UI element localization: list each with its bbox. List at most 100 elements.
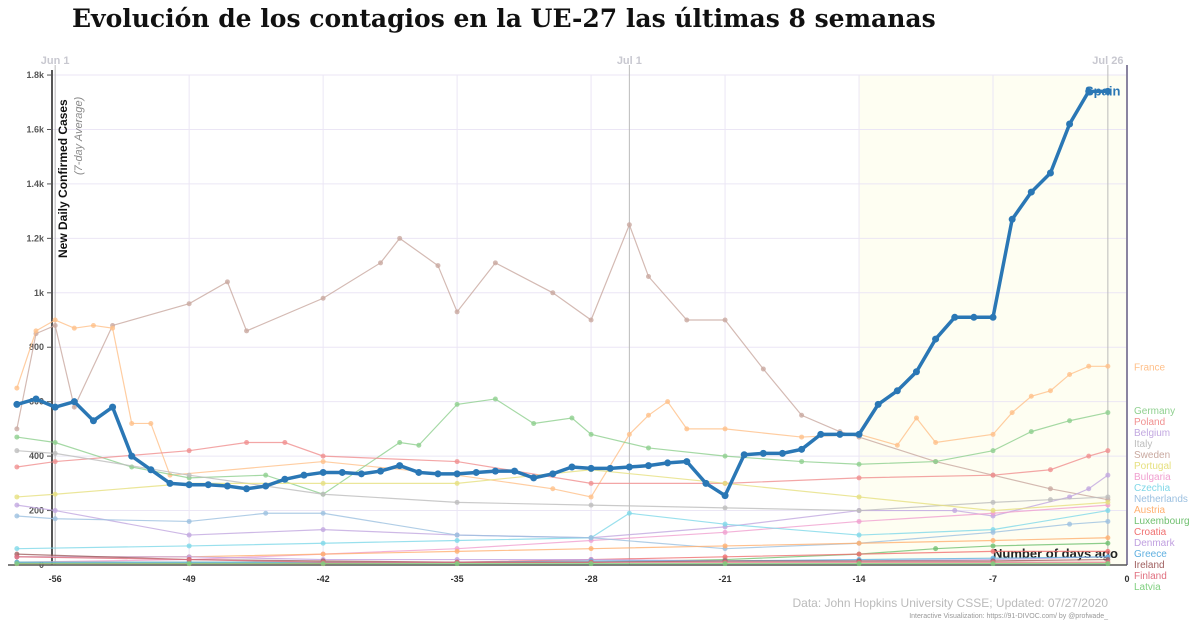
data-point-germany bbox=[1067, 418, 1073, 424]
data-point-france bbox=[799, 434, 805, 440]
data-point-france bbox=[33, 328, 39, 334]
series-label-poland: Poland bbox=[1134, 417, 1165, 428]
data-point-latvia bbox=[14, 561, 20, 567]
data-point-germany bbox=[646, 445, 651, 451]
x-tick-label: -21 bbox=[719, 574, 732, 584]
data-point-poland bbox=[1086, 453, 1092, 459]
data-point-spain bbox=[530, 474, 538, 482]
series-label-ireland: Ireland bbox=[1134, 560, 1165, 571]
data-point-spain bbox=[893, 387, 901, 395]
series-line-france bbox=[16, 319, 1108, 498]
series-line-netherlands bbox=[16, 512, 1108, 550]
data-point-spain bbox=[836, 430, 844, 438]
data-point-sweden bbox=[397, 235, 403, 241]
data-point-poland bbox=[588, 480, 594, 486]
data-point-spain bbox=[166, 479, 174, 487]
data-point-sweden bbox=[435, 263, 441, 269]
data-point-germany bbox=[799, 459, 805, 465]
data-point-austria bbox=[1105, 535, 1111, 541]
data-point-spain bbox=[147, 466, 155, 474]
x-tick-label: -7 bbox=[989, 574, 997, 584]
data-point-spain bbox=[932, 335, 940, 343]
data-point-sweden bbox=[799, 412, 805, 418]
data-point-italy bbox=[990, 499, 996, 505]
data-point-spain bbox=[51, 403, 59, 411]
data-point-spain bbox=[683, 458, 691, 466]
data-point-germany bbox=[416, 442, 422, 448]
data-point-croatia bbox=[990, 548, 996, 554]
data-point-portugal bbox=[320, 480, 326, 486]
y-axis-sublabel: (7-day Average) bbox=[73, 96, 85, 175]
data-point-italy bbox=[186, 472, 192, 478]
data-point-croatia bbox=[1105, 548, 1111, 554]
data-point-germany bbox=[1105, 410, 1111, 416]
data-point-sweden bbox=[626, 222, 632, 228]
data-point-germany bbox=[933, 459, 939, 465]
data-point-france bbox=[71, 325, 77, 331]
data-point-spain bbox=[491, 467, 499, 475]
data-point-latvia bbox=[722, 561, 728, 567]
x-tick-label: -49 bbox=[183, 574, 196, 584]
data-point-portugal bbox=[14, 494, 20, 500]
data-point-austria bbox=[454, 548, 460, 554]
data-point-germany bbox=[14, 434, 20, 440]
data-point-spain bbox=[281, 475, 289, 483]
series-line-czechia bbox=[16, 509, 1108, 550]
data-point-france bbox=[1067, 371, 1073, 377]
data-point-netherlands bbox=[1067, 521, 1073, 527]
data-point-france bbox=[110, 325, 116, 331]
series-label-finland: Finland bbox=[1134, 571, 1167, 582]
data-point-belgium bbox=[1105, 472, 1111, 478]
y-tick-label: 1k bbox=[34, 288, 45, 298]
visualization-credit: Interactive Visualization: https://91-DI… bbox=[909, 613, 1108, 620]
data-point-spain bbox=[300, 471, 308, 479]
data-point-spain bbox=[1027, 188, 1035, 196]
data-point-luxembourg bbox=[933, 546, 939, 552]
x-tick-label: 0 bbox=[1124, 574, 1129, 584]
data-point-belgium bbox=[186, 532, 192, 538]
data-point-belgium bbox=[1086, 486, 1092, 492]
data-point-sweden bbox=[244, 328, 250, 334]
data-point-czechia bbox=[186, 543, 192, 549]
data-point-france bbox=[1047, 388, 1053, 394]
data-point-belgium bbox=[14, 502, 20, 508]
data-point-spain bbox=[664, 459, 672, 467]
data-point-france bbox=[933, 440, 939, 446]
data-point-austria bbox=[990, 538, 996, 544]
data-point-sweden bbox=[320, 295, 326, 301]
data-point-sweden bbox=[684, 317, 690, 323]
data-point-czechia bbox=[14, 546, 20, 552]
data-point-spain bbox=[1085, 87, 1093, 95]
data-point-portugal bbox=[52, 491, 58, 497]
series-label-bulgaria: Bulgaria bbox=[1134, 472, 1171, 483]
data-point-france bbox=[913, 415, 919, 421]
series-line-spain bbox=[16, 89, 1108, 499]
series-label-france: France bbox=[1134, 362, 1166, 373]
data-point-spain bbox=[912, 368, 920, 376]
data-point-sweden bbox=[378, 260, 384, 266]
data-point-spain bbox=[109, 403, 117, 411]
data-point-netherlands bbox=[320, 510, 326, 516]
data-point-sweden bbox=[14, 426, 20, 432]
data-point-bulgaria bbox=[722, 529, 728, 535]
series-label-spain: Spain bbox=[1085, 83, 1120, 98]
data-point-spain bbox=[243, 485, 251, 493]
data-point-spain bbox=[721, 492, 729, 500]
data-point-portugal bbox=[454, 480, 460, 486]
data-point-poland bbox=[244, 440, 250, 446]
data-point-spain bbox=[587, 464, 595, 472]
data-point-netherlands bbox=[14, 513, 20, 519]
data-point-poland bbox=[320, 453, 326, 459]
data-point-portugal bbox=[856, 494, 862, 500]
data-point-czechia bbox=[626, 510, 632, 516]
data-point-spain bbox=[338, 468, 346, 476]
data-point-germany bbox=[569, 415, 575, 421]
series-label-latvia: Latvia bbox=[1134, 582, 1161, 593]
data-point-italy bbox=[52, 450, 58, 456]
data-point-sweden bbox=[760, 366, 766, 372]
data-point-germany bbox=[588, 431, 594, 437]
data-point-germany bbox=[722, 453, 728, 459]
data-point-france bbox=[626, 431, 632, 437]
series-label-czechia: Czechia bbox=[1134, 483, 1171, 494]
